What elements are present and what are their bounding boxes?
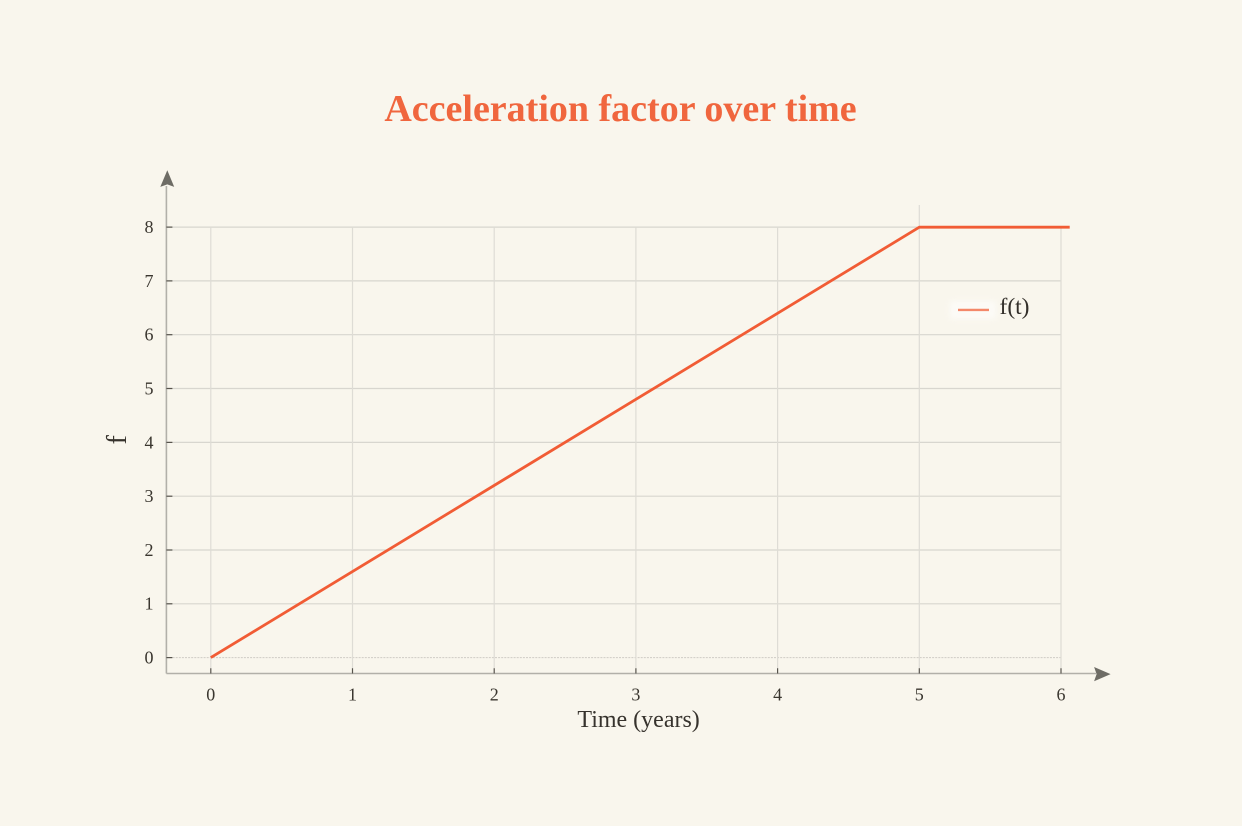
svg-text:0: 0 xyxy=(206,685,215,705)
svg-text:8: 8 xyxy=(145,217,154,237)
svg-text:1: 1 xyxy=(348,685,357,705)
svg-text:5: 5 xyxy=(915,685,924,705)
svg-text:6: 6 xyxy=(1057,685,1066,705)
svg-text:5: 5 xyxy=(145,378,154,398)
svg-text:Time (years): Time (years) xyxy=(577,707,699,733)
svg-text:7: 7 xyxy=(145,271,154,291)
svg-text:Acceleration factor over time: Acceleration factor over time xyxy=(384,88,856,130)
svg-text:6: 6 xyxy=(145,325,154,345)
svg-text:1: 1 xyxy=(145,594,154,614)
svg-text:4: 4 xyxy=(145,432,154,452)
svg-text:f(t): f(t) xyxy=(1000,294,1030,320)
svg-text:3: 3 xyxy=(145,486,154,506)
svg-text:0: 0 xyxy=(145,648,154,668)
svg-text:4: 4 xyxy=(773,685,782,705)
svg-text:f: f xyxy=(102,434,133,444)
svg-text:2: 2 xyxy=(145,540,154,560)
svg-text:3: 3 xyxy=(631,685,640,705)
svg-text:2: 2 xyxy=(490,685,499,705)
